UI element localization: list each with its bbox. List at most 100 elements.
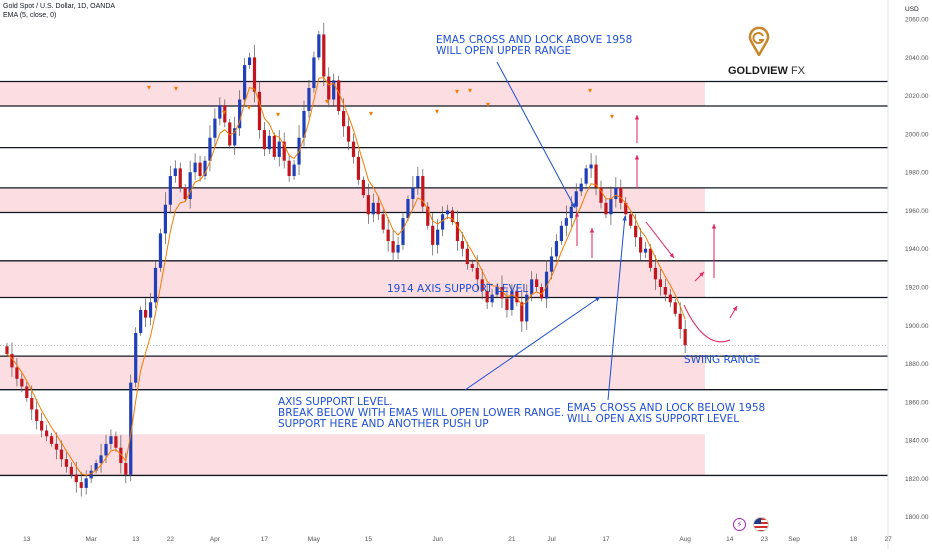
candle-body — [198, 162, 202, 177]
candle-body — [94, 463, 98, 471]
candle-body — [337, 80, 341, 111]
candle-body — [406, 198, 410, 219]
candle-body — [332, 80, 336, 100]
price-tick-label: 1920.00 — [905, 285, 929, 292]
candle-body — [589, 164, 593, 169]
candle-body — [40, 420, 44, 431]
candle-body — [544, 271, 549, 299]
candle-body — [663, 287, 667, 295]
candle-body — [208, 137, 212, 161]
candle-body — [604, 202, 608, 215]
candle-body — [619, 187, 623, 203]
candle-body — [554, 241, 559, 257]
time-tick-label: Apr — [210, 536, 221, 543]
candle-body — [144, 309, 148, 318]
candle-body — [188, 172, 192, 199]
candle-body — [579, 183, 583, 192]
annotation-pointer — [496, 61, 576, 209]
candle-body — [322, 34, 326, 77]
candle-body — [391, 241, 395, 253]
candle-body — [114, 436, 118, 448]
direction-arrow-head — [574, 212, 580, 217]
candle-body — [25, 386, 29, 398]
price-tick-label: 2060.00 — [905, 17, 929, 24]
direction-arrow — [645, 221, 675, 259]
support-resistance-zone — [0, 260, 705, 298]
candle-body — [530, 279, 534, 295]
candle-body — [450, 210, 455, 222]
direction-arrow-head — [699, 272, 704, 277]
pivot-marker — [147, 85, 151, 90]
us-flag-icon[interactable] — [753, 517, 769, 532]
candle-body — [30, 397, 34, 410]
candle-body — [584, 168, 588, 184]
candle-body — [282, 141, 286, 161]
candle-body — [69, 466, 73, 475]
time-tick-label: Jun — [432, 536, 443, 543]
candle-body — [109, 436, 113, 444]
logo-wordmark: GOLDVIEW FX — [728, 65, 806, 77]
candle-body — [15, 367, 19, 379]
candle-body — [490, 294, 494, 303]
candle-body — [470, 264, 474, 268]
candle-body — [247, 57, 252, 66]
candle-body — [104, 443, 108, 456]
candle-body — [54, 443, 59, 450]
candle-body — [119, 447, 123, 464]
candle-body — [614, 187, 618, 199]
candle-body — [228, 122, 232, 146]
candle-body — [436, 229, 440, 245]
candle-body — [445, 210, 450, 215]
candle-body — [307, 88, 311, 111]
candle-body — [342, 110, 346, 127]
candle-body — [168, 176, 172, 205]
candle-body — [153, 267, 158, 303]
time-tick-label: 14 — [726, 536, 734, 543]
candle-body — [396, 244, 400, 253]
candle-body — [569, 206, 573, 219]
pivot-marker — [588, 88, 592, 93]
candle-body — [525, 294, 529, 322]
candle-body — [480, 279, 484, 291]
candle-body — [20, 378, 24, 387]
lightning-icon[interactable]: ⚡ — [733, 518, 746, 531]
time-tick-label: 21 — [508, 536, 516, 543]
candle-body — [505, 298, 509, 310]
candle-body — [158, 233, 163, 268]
time-tick-label: May — [308, 536, 321, 543]
candle-body — [426, 206, 430, 226]
candle-body — [84, 478, 88, 488]
pivot-marker — [247, 105, 251, 110]
candle-body — [292, 164, 296, 177]
candle-body — [35, 409, 39, 421]
support-resistance-zone — [0, 356, 705, 390]
candle-body — [599, 187, 603, 203]
candle-body — [356, 156, 361, 180]
candle-body — [49, 436, 54, 444]
candle-body — [312, 57, 316, 89]
annotation-axis-support: AXIS SUPPORT LEVEL. BREAK BELOW WITH EMA… — [278, 396, 565, 430]
candle-body — [421, 176, 425, 207]
annotation-1914-axis: 1914 AXIS SUPPORT LEVEL — [387, 283, 529, 295]
candle-body — [45, 430, 49, 437]
candle-body — [594, 164, 598, 188]
candle-body — [564, 218, 568, 226]
price-tick-label: 1860.00 — [905, 399, 929, 406]
candle-body — [252, 57, 257, 92]
candle-body — [173, 168, 177, 177]
candle-body — [634, 225, 638, 238]
candle-body — [5, 346, 9, 354]
logo-icon — [748, 26, 770, 58]
candle-body — [124, 463, 128, 475]
candle-body — [639, 237, 643, 253]
price-tick-label: 2020.00 — [905, 93, 929, 100]
annotation-pointer-head — [570, 203, 575, 208]
candle-body — [223, 105, 227, 123]
time-axis-pane — [0, 530, 888, 550]
candle-body — [475, 267, 479, 280]
candle-body — [134, 332, 138, 383]
direction-arrow-head — [634, 115, 640, 120]
candle-body — [668, 294, 672, 303]
